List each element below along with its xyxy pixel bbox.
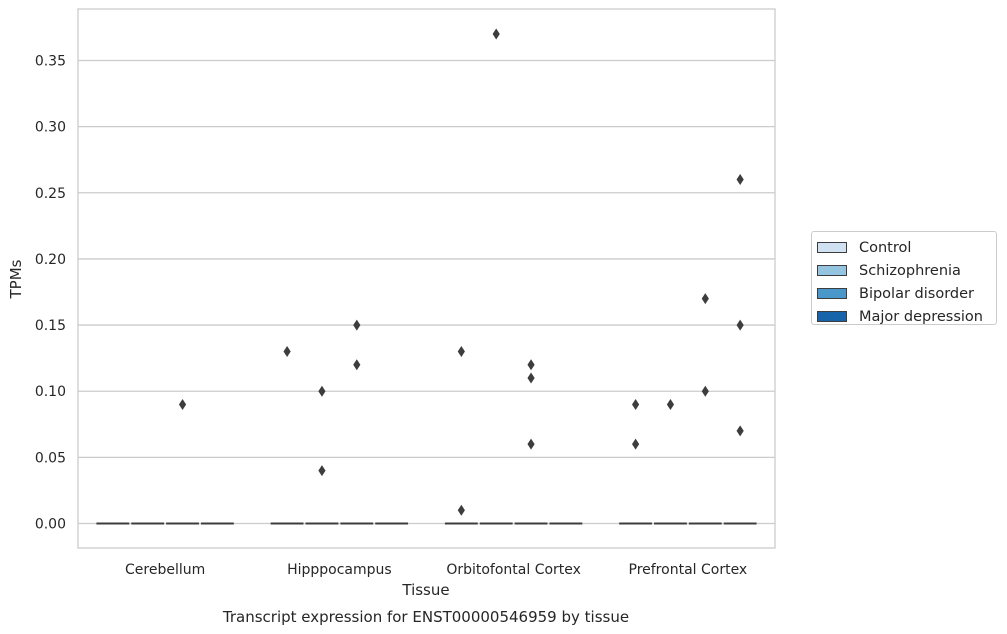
y-tick-label: 0.35 <box>35 54 66 70</box>
outlier-point <box>736 319 744 331</box>
x-tick-label: Orbitofontal Cortex <box>446 562 581 578</box>
y-tick-labels: 0.00 0.05 0.10 0.15 0.20 0.25 0.30 0.35 <box>35 54 66 533</box>
outlier-point <box>318 385 326 397</box>
outlier-point <box>353 359 361 371</box>
grid-lines <box>78 59 775 525</box>
x-tick-labels: Cerebellum Hipppocampus Orbitofontal Corte… <box>125 562 747 578</box>
y-axis-label: TPMs <box>7 259 25 299</box>
outlier-point <box>492 28 500 40</box>
outlier-points <box>178 28 744 516</box>
x-axis-label: Tissue <box>401 581 449 599</box>
chart-title: Transcript expression for ENST0000054695… <box>222 608 629 626</box>
outlier-point <box>527 438 535 450</box>
legend-item: Schizophrenia <box>817 259 996 282</box>
outlier-point <box>457 504 465 516</box>
x-tick-label: Prefrontal Cortex <box>629 562 748 578</box>
y-tick-label: 0.05 <box>35 450 66 466</box>
y-tick-label: 0.30 <box>35 120 66 136</box>
legend-item: Major depression <box>817 305 996 328</box>
x-tick-label: Cerebellum <box>125 562 205 578</box>
outlier-point <box>666 398 675 410</box>
legend: Control Schizophrenia Bipolar disorder Majo… <box>811 231 997 325</box>
outlier-point <box>527 372 535 384</box>
plot-frame <box>77 8 776 549</box>
legend-item: Bipolar disorder <box>817 282 996 305</box>
outlier-point <box>318 465 326 477</box>
legend-label: Bipolar disorder <box>859 285 974 302</box>
y-tick-label: 0.15 <box>35 318 66 334</box>
outlier-point <box>632 398 640 410</box>
outlier-point <box>701 293 709 305</box>
legend-label: Schizophrenia <box>859 262 961 279</box>
outlier-point <box>701 385 709 397</box>
legend-item: Control <box>817 236 996 259</box>
outlier-point <box>178 398 187 410</box>
outlier-point <box>353 319 361 331</box>
outlier-point <box>283 346 291 358</box>
outlier-point <box>736 425 744 437</box>
legend-label: Control <box>859 239 912 256</box>
outlier-point <box>457 346 465 358</box>
legend-swatch <box>817 288 847 299</box>
outlier-point <box>736 174 744 186</box>
y-tick-label: 0.25 <box>35 186 66 202</box>
y-tick-label: 0.10 <box>35 384 66 400</box>
outlier-point <box>632 438 640 450</box>
legend-swatch <box>817 242 847 253</box>
legend-swatch <box>817 265 847 276</box>
outlier-point <box>527 359 535 371</box>
x-tick-label: Hipppocampus <box>287 562 392 578</box>
y-tick-label: 0.00 <box>35 517 66 533</box>
y-tick-label: 0.20 <box>35 252 66 268</box>
legend-swatch <box>817 311 847 322</box>
legend-label: Major depression <box>859 308 983 325</box>
